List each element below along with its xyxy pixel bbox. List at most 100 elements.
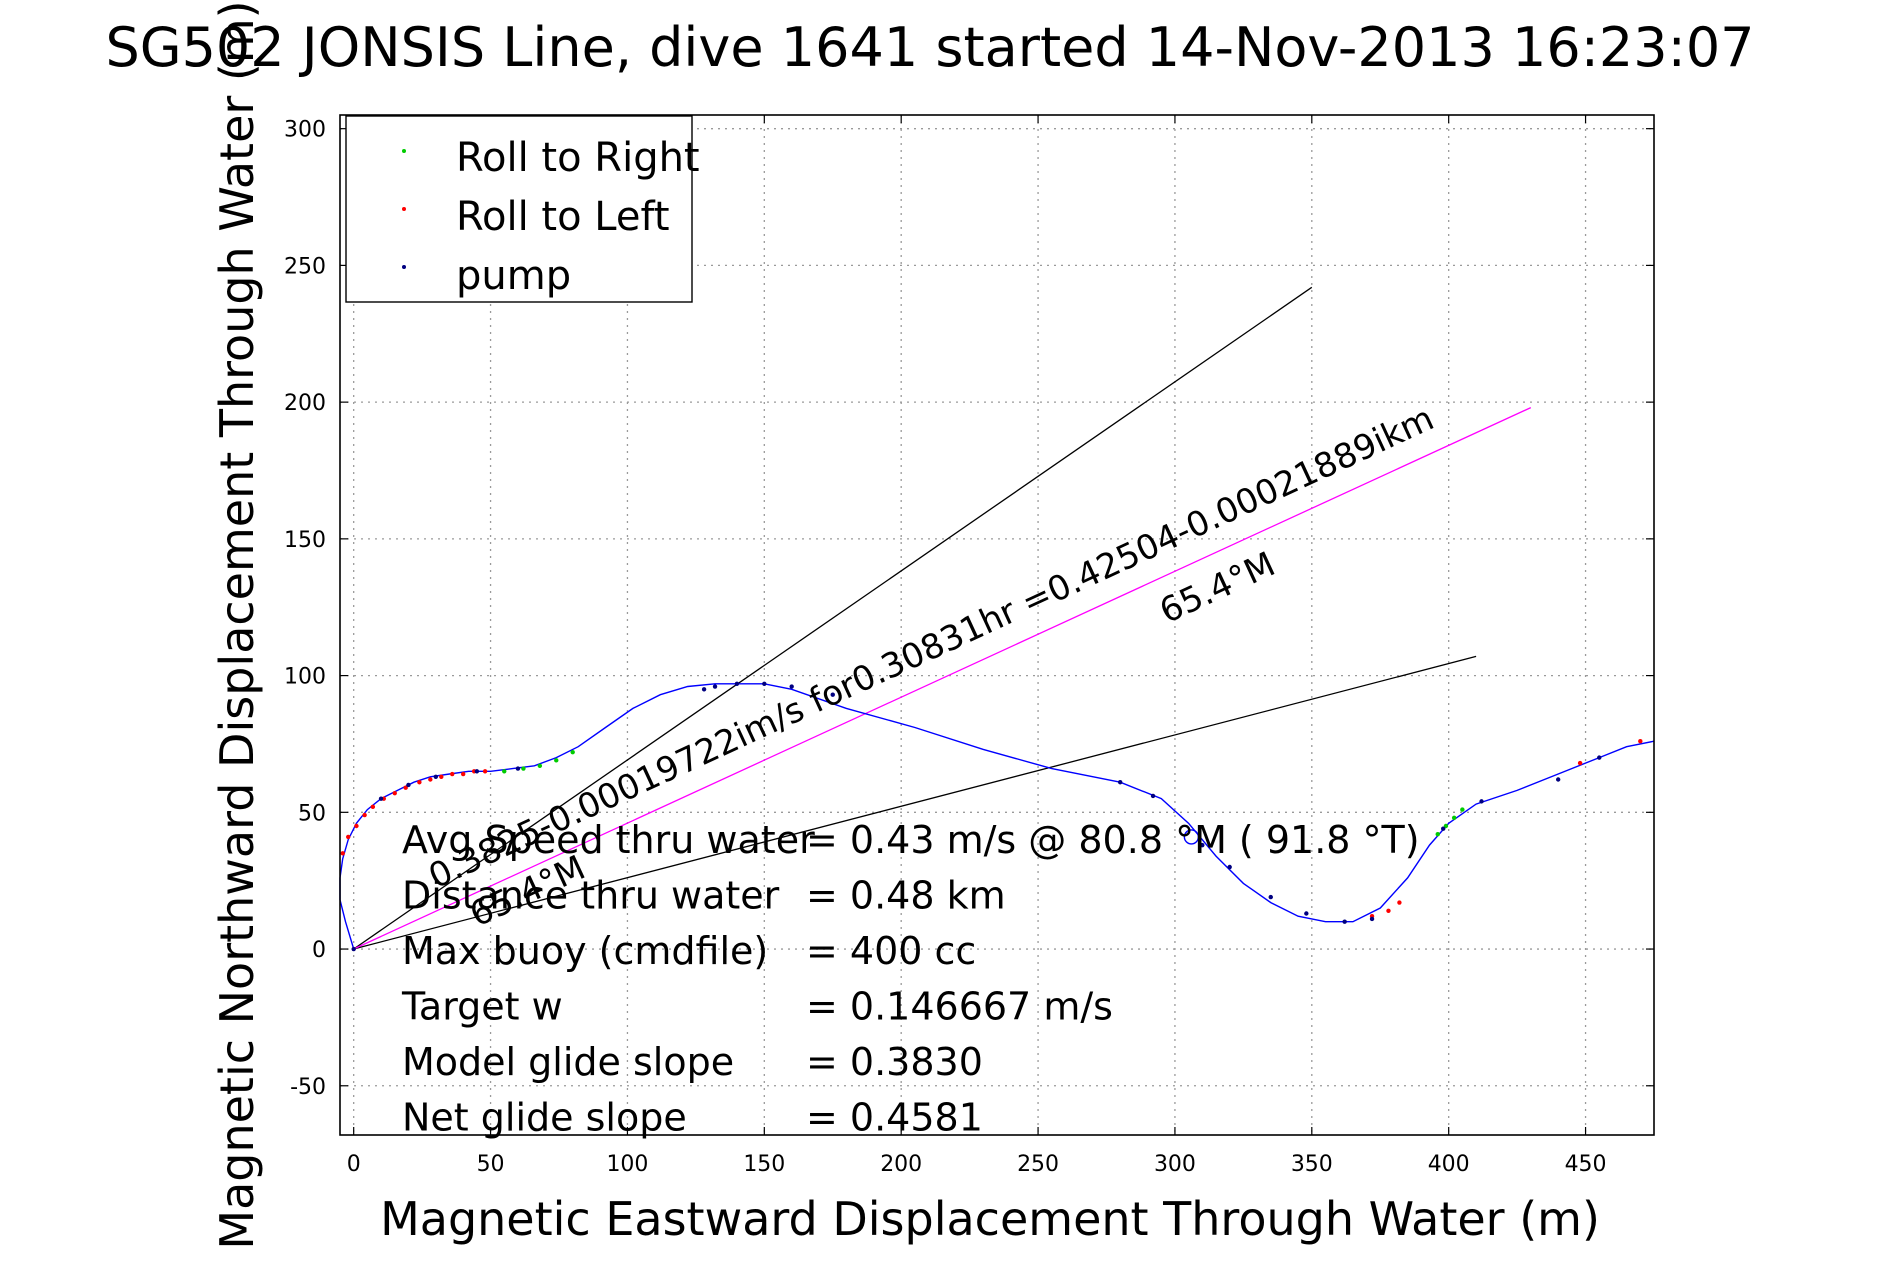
plot-frame (339, 114, 1655, 1136)
pump-point (474, 769, 480, 774)
roll-left-point (460, 771, 466, 777)
stats-layer: Avg Speed thru water= 0.43 m/s @ 80.8 °M… (401, 818, 1420, 1140)
pump-point (1304, 911, 1309, 916)
pump-point (1200, 842, 1205, 848)
circle-marker (1183, 829, 1200, 845)
pump-point (830, 692, 835, 697)
pump-point (351, 946, 356, 952)
roll-left-point (450, 771, 455, 777)
roll-right-point (502, 769, 507, 774)
pump-point (515, 766, 521, 771)
stat-label: Target w (401, 985, 563, 1029)
roll-left-point (439, 774, 444, 779)
roll-right-point (537, 763, 543, 769)
pump-point (1227, 864, 1232, 870)
stat-label: Avg Speed thru water (402, 818, 815, 862)
stat-value: = 0.146667 m/s (806, 985, 1113, 1029)
x-tick-label: 450 (1565, 1152, 1607, 1177)
x-tick-label: 100 (606, 1152, 648, 1177)
roll-left-point (417, 780, 422, 785)
stat-label: Net glide slope (402, 1096, 687, 1140)
pump-point (762, 681, 767, 686)
reference-line (353, 286, 1313, 950)
pump-point (406, 782, 411, 788)
pump-point (1441, 826, 1446, 831)
pump-point (701, 687, 707, 692)
x-tick-label: 150 (743, 1152, 785, 1177)
pump-point (1597, 755, 1602, 760)
reference-line (353, 655, 1477, 950)
stat-label: Max buoy (cmdfile) (402, 929, 768, 973)
pump-point (378, 796, 384, 801)
x-axis-title: Magnetic Eastward Displacement Through W… (380, 1192, 1600, 1246)
legend-label-roll-left: Roll to Left (456, 194, 670, 240)
y-axis-title: Magnetic Northward Displacement Through … (210, 0, 264, 1249)
legend-label-pump: pump (456, 253, 571, 299)
y-tick-label: 50 (298, 801, 326, 826)
pump-point (1117, 780, 1123, 785)
roll-left-point (428, 777, 433, 782)
stat-value: = 0.3830 (806, 1040, 983, 1084)
y-tick-label: 300 (284, 118, 326, 143)
roll-left-point (346, 834, 351, 840)
roll-left-point (340, 851, 345, 856)
pump-point (433, 774, 439, 779)
x-tick-label: 350 (1291, 1152, 1333, 1177)
legend-label-roll-right: Roll to Right (456, 135, 700, 181)
chart-title: SG502 JONSIS Line, dive 1641 started 14-… (105, 16, 1754, 79)
roll-right-point (521, 766, 526, 771)
legend-marker-roll-right (402, 149, 406, 153)
x-tick-label: 300 (1154, 1152, 1196, 1177)
y-tick-label: 200 (284, 391, 326, 416)
pump-point (789, 684, 794, 689)
roll-left-point (370, 804, 376, 810)
x-tick-label: 200 (880, 1152, 922, 1177)
stat-value: = 0.48 km (806, 874, 1006, 918)
stat-value: = 400 cc (806, 929, 976, 973)
pump-point (712, 684, 718, 689)
y-tick-label: 150 (284, 528, 326, 553)
roll-left-point (403, 785, 408, 790)
roll-right-point (1460, 807, 1465, 812)
roll-right-point (570, 749, 575, 755)
y-tick-label: 0 (312, 938, 326, 963)
pump-point (1479, 799, 1484, 804)
roll-left-point (362, 812, 367, 818)
reference-lines-layer (353, 286, 1532, 950)
pump-point (1268, 894, 1273, 900)
pump-point (1342, 919, 1347, 924)
pump-point (1150, 793, 1156, 799)
roll-left-point (1638, 739, 1643, 744)
y-tick-label: 100 (284, 665, 326, 690)
x-tick-label: 250 (1017, 1152, 1059, 1177)
y-tick-label: 250 (284, 254, 326, 279)
roll-left-point (392, 790, 397, 796)
pump-point (1369, 916, 1375, 922)
x-tick-label: 0 (347, 1152, 361, 1177)
roll-left-point (1397, 900, 1402, 905)
legend-marker-pump (402, 265, 406, 269)
x-tick-label: 50 (477, 1152, 505, 1177)
stat-label: Distance thru water (402, 874, 780, 918)
pump-point (734, 681, 740, 686)
roll-left-point (482, 769, 488, 774)
roll-right-point (554, 758, 559, 763)
roll-left-point (1577, 760, 1583, 766)
x-tick-label: 400 (1428, 1152, 1470, 1177)
roll-right-point (1451, 815, 1457, 820)
roll-left-point (1386, 908, 1391, 913)
stat-value: = 0.43 m/s @ 80.8 °M ( 91.8 °T) (806, 818, 1420, 862)
legend-marker-roll-left (402, 207, 406, 211)
reference-line (353, 407, 1532, 950)
roll-right-point (1443, 823, 1449, 829)
pump-point (1555, 777, 1561, 782)
tick-layer: 0 50 100 150 200 250 300 350 400 450 -50 0 50 100 150 2… (284, 115, 1654, 1177)
legend: Roll to Right Roll to Left pump (345, 115, 700, 303)
marker-layer (340, 681, 1643, 952)
stat-label: Model glide slope (402, 1040, 734, 1084)
roll-left-point (354, 823, 359, 829)
y-tick-label: -50 (290, 1075, 326, 1100)
roll-right-point (1435, 831, 1440, 837)
